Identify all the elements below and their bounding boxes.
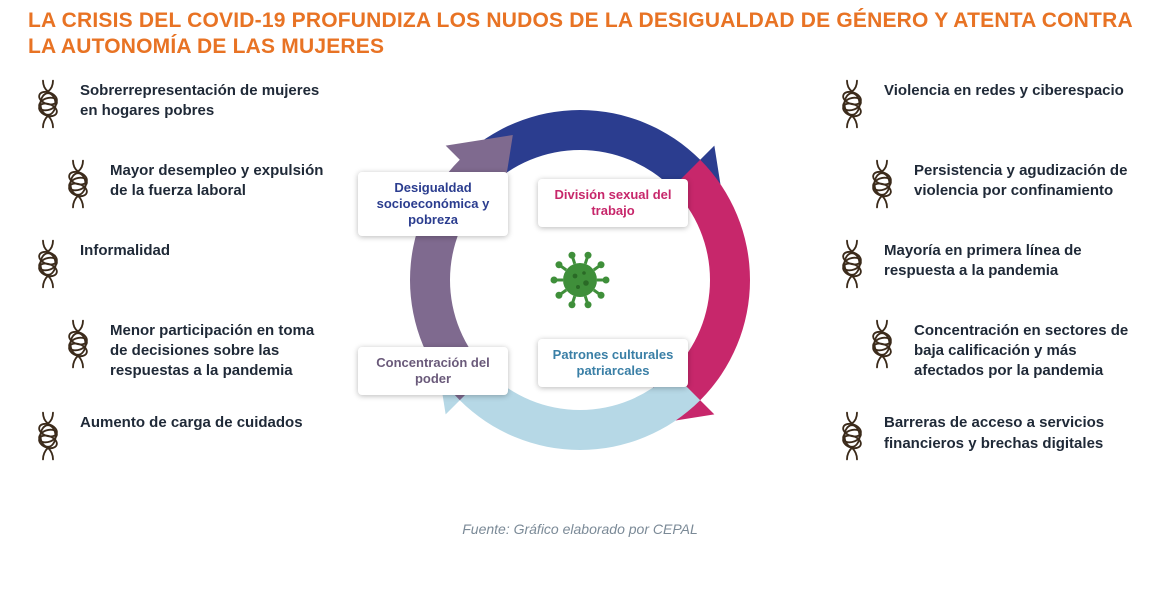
cycle-node-top: Desigualdad socioeconómica y pobreza [358,172,508,237]
cycle-node-right: División sexual del trabajo [538,179,688,228]
knot-text: Barreras de acceso a servicios financier… [884,411,1142,454]
knot-icon [862,319,902,369]
knot-text: Concentración en sectores de baja califi… [914,319,1142,382]
knot-item: Persistencia y agudización de violencia … [862,159,1142,209]
left-column: Sobrerrepresentación de mujeres en hogar… [28,79,328,462]
cycle-node-top-label: Desigualdad socioeconómica y pobreza [377,180,490,228]
knot-item: Informalidad [28,239,328,289]
cycle-diagram: Desigualdad socioeconómica y pobreza Div… [338,69,822,549]
knot-text: Informalidad [80,239,170,261]
virus-icon [549,249,611,311]
cycle-node-bottom-label: Patrones culturales patriarcales [553,347,674,378]
cycle-node-right-label: División sexual del trabajo [554,187,671,218]
knot-text: Menor participación en toma de decisione… [110,319,328,382]
knot-text: Aumento de carga de cuidados [80,411,303,433]
knot-item: Violencia en redes y ciberespacio [832,79,1142,129]
content-row: Sobrerrepresentación de mujeres en hogar… [28,79,1142,549]
knot-icon [832,411,872,461]
knot-item: Mayor desempleo y expulsión de la fuerza… [58,159,328,209]
cycle-node-bottom: Patrones culturales patriarcales [538,339,688,388]
knot-icon [58,159,98,209]
knot-text: Mayoría en primera línea de respuesta a … [884,239,1142,282]
cycle-node-left: Concentración del poder [358,347,508,396]
knot-item: Menor participación en toma de decisione… [58,319,328,382]
knot-icon [28,79,68,129]
right-column: Violencia en redes y ciberespacio Persis… [832,79,1142,462]
knot-item: Mayoría en primera línea de respuesta a … [832,239,1142,289]
knot-text: Violencia en redes y ciberespacio [884,79,1124,101]
knot-item: Concentración en sectores de baja califi… [862,319,1142,382]
knot-text: Sobrerrepresentación de mujeres en hogar… [80,79,328,122]
knot-icon [832,239,872,289]
knot-item: Aumento de carga de cuidados [28,411,328,461]
knot-item: Sobrerrepresentación de mujeres en hogar… [28,79,328,129]
knot-icon [28,411,68,461]
knot-icon [832,79,872,129]
knot-icon [28,239,68,289]
knot-icon [862,159,902,209]
knot-item: Barreras de acceso a servicios financier… [832,411,1142,461]
knot-icon [58,319,98,369]
cycle-node-left-label: Concentración del poder [376,355,489,386]
source-caption: Fuente: Gráfico elaborado por CEPAL [462,521,698,537]
knot-text: Persistencia y agudización de violencia … [914,159,1142,202]
page-title: LA CRISIS DEL COVID-19 PROFUNDIZA LOS NU… [28,8,1142,61]
knot-text: Mayor desempleo y expulsión de la fuerza… [110,159,328,202]
